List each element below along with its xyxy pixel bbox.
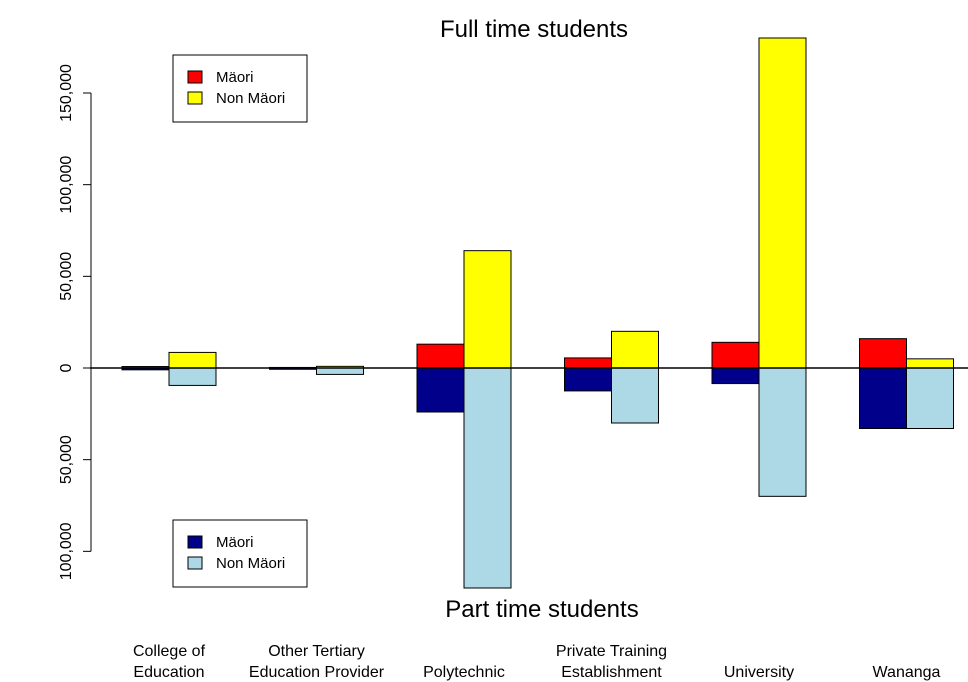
legend-frame bbox=[172, 54, 308, 123]
legend-label: Non Mäori bbox=[216, 555, 285, 572]
chart-title-top: Full time students bbox=[440, 16, 628, 43]
bar-part-time-non-maori bbox=[463, 367, 512, 589]
chart-title-bottom: Part time students bbox=[445, 596, 638, 623]
category-label: Other Tertiary bbox=[268, 643, 365, 660]
legend-label: Non Mäori bbox=[216, 90, 285, 107]
y-tick-label: 100,000 bbox=[58, 156, 75, 214]
bar-part-time-maori bbox=[859, 367, 907, 429]
legend-label: Mäori bbox=[216, 69, 254, 86]
bar-part-time-non-maori bbox=[906, 367, 954, 429]
category-label: Polytechnic bbox=[423, 664, 505, 681]
bar-part-time-non-maori bbox=[758, 367, 807, 497]
y-tick-label: 0 bbox=[58, 363, 75, 372]
y-axis: 0 50,000 100,000 150,000 50,000 100,000 bbox=[58, 64, 92, 580]
legend-label: Mäori bbox=[216, 534, 254, 551]
y-tick-label: 50,000 bbox=[58, 435, 75, 484]
bar-full-time-maori bbox=[564, 357, 612, 369]
bar-full-time-non-maori bbox=[463, 250, 512, 369]
category-label: Wananga bbox=[873, 664, 941, 681]
bar-full-time-maori bbox=[416, 343, 465, 369]
bar-full-time-non-maori bbox=[906, 358, 954, 369]
y-tick-label: 50,000 bbox=[58, 252, 75, 301]
category-label: College of bbox=[133, 643, 206, 660]
legend-swatch bbox=[187, 556, 203, 570]
legend-swatch bbox=[187, 70, 203, 84]
bar-full-time-non-maori bbox=[758, 37, 807, 369]
bar-part-time-maori bbox=[564, 367, 612, 392]
y-tick-label: 100,000 bbox=[58, 522, 75, 580]
bars-group bbox=[121, 37, 954, 589]
bar-part-time-maori bbox=[416, 367, 465, 413]
bar-full-time-maori bbox=[859, 338, 907, 369]
bar-full-time-maori bbox=[711, 341, 760, 369]
category-label: Establishment bbox=[561, 664, 662, 681]
legend-swatch bbox=[187, 535, 203, 549]
y-tick-label: 150,000 bbox=[58, 64, 75, 122]
bar-full-time-non-maori bbox=[611, 330, 659, 369]
bar-part-time-non-maori bbox=[316, 367, 364, 375]
category-label: Private Training bbox=[556, 643, 667, 660]
legend-full-time: Mäori Non Mäori bbox=[172, 54, 308, 123]
bar-part-time-non-maori bbox=[611, 367, 659, 424]
legend-frame bbox=[172, 519, 308, 588]
legend-part-time: Mäori Non Mäori bbox=[172, 519, 308, 588]
bar-part-time-non-maori bbox=[168, 367, 217, 386]
x-axis-labels: College of Education Other Tertiary Educati… bbox=[133, 643, 941, 681]
bar-full-time-non-maori bbox=[168, 351, 217, 369]
category-label: Education bbox=[133, 664, 204, 681]
category-label: Education Provider bbox=[249, 664, 385, 681]
legend-swatch bbox=[187, 91, 203, 105]
bar-part-time-maori bbox=[711, 367, 760, 385]
category-label: University bbox=[724, 664, 794, 681]
